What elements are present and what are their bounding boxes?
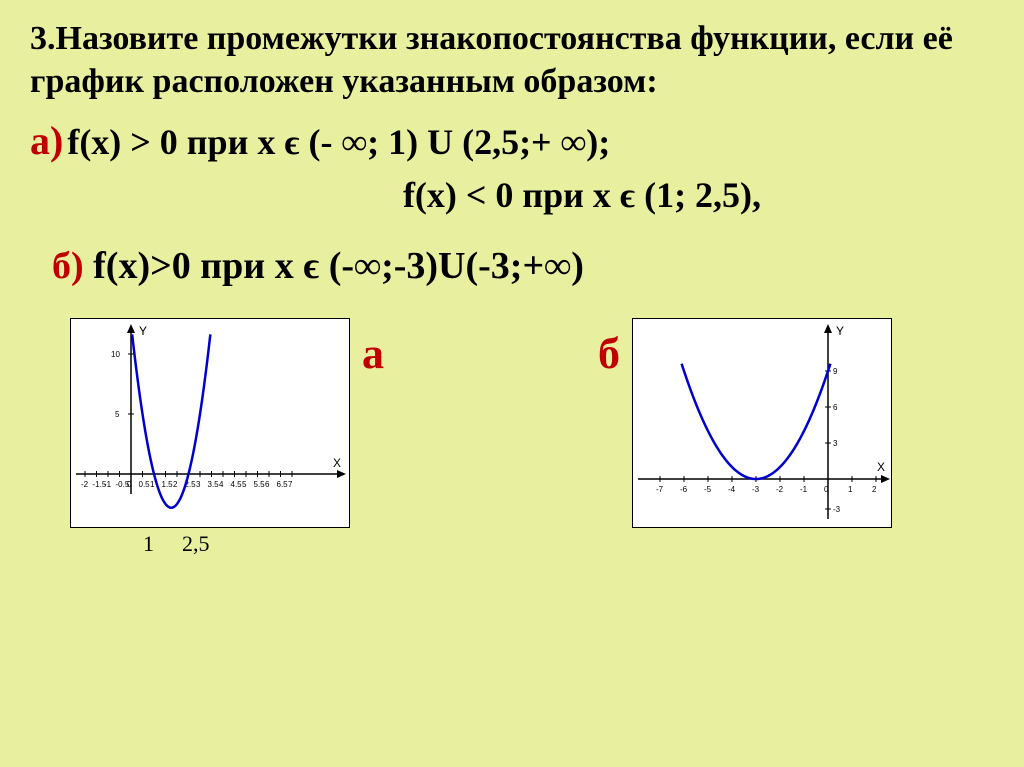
chart-b: Y X -3 3 6 9 -7 -6 -5 -4 -3 -2 -1 0 1 2: [632, 318, 892, 528]
answer-b-line: б) f(x)>0 при х ϵ (-∞;-3)U(-3;+∞): [52, 244, 994, 288]
svg-text:-4: -4: [728, 485, 736, 494]
svg-text:6: 6: [265, 480, 270, 489]
chart-b-svg: Y X -3 3 6 9 -7 -6 -5 -4 -3 -2 -1 0 1 2: [633, 319, 893, 529]
answer-a-line2: f(x) < 0 при х ϵ (1; 2,5),: [30, 174, 994, 216]
svg-text:9: 9: [833, 367, 838, 376]
parabola-b: [682, 364, 831, 479]
svg-text:4: 4: [219, 480, 224, 489]
svg-text:0: 0: [824, 485, 829, 494]
chart-a-block: Y X 5 10 -2-1.5-1-0.500.511.522.533.544.…: [70, 318, 396, 528]
root-label-1: 1: [143, 531, 154, 557]
svg-text:2: 2: [173, 480, 178, 489]
x-axis-label-b: X: [877, 460, 885, 474]
svg-text:-7: -7: [656, 485, 664, 494]
svg-text:-3: -3: [752, 485, 760, 494]
svg-text:6.5: 6.5: [277, 480, 289, 489]
svg-text:7: 7: [288, 480, 293, 489]
slide: 3.Назовите промежутки знакопостоянства ф…: [0, 0, 1024, 767]
svg-text:-5: -5: [704, 485, 712, 494]
y-axis-label-a: Y: [139, 324, 147, 338]
chart-a: Y X 5 10 -2-1.5-1-0.500.511.522.533.544.…: [70, 318, 350, 528]
question-title: 3.Назовите промежутки знакопостоянства ф…: [30, 18, 994, 103]
svg-text:-6: -6: [680, 485, 688, 494]
svg-text:1.5: 1.5: [162, 480, 174, 489]
svg-text:6: 6: [833, 403, 838, 412]
charts-row: Y X 5 10 -2-1.5-1-0.500.511.522.533.544.…: [30, 318, 994, 528]
svg-text:-2: -2: [81, 480, 89, 489]
svg-text:2: 2: [872, 485, 877, 494]
answer-b-text: f(x)>0 при х ϵ (-∞;-3)U(-3;+∞): [84, 245, 584, 287]
chart-a-label: а: [362, 328, 384, 379]
svg-text:-3: -3: [833, 505, 841, 514]
chart-b-block: б Y X -3 3 6 9 -7 -6 -5 -4 -3 -2 -1: [586, 318, 892, 528]
svg-text:-2: -2: [776, 485, 784, 494]
svg-text:10: 10: [111, 350, 120, 359]
svg-text:5: 5: [115, 410, 120, 419]
svg-text:4.5: 4.5: [231, 480, 243, 489]
svg-text:1: 1: [848, 485, 853, 494]
svg-text:3: 3: [196, 480, 201, 489]
svg-text:0: 0: [127, 480, 132, 489]
x-axis-label-a: X: [333, 456, 341, 470]
svg-text:-1: -1: [800, 485, 808, 494]
svg-text:3: 3: [833, 439, 838, 448]
answer-a-text: f(x) > 0 при х ϵ (- ∞; 1) U (2,5;+ ∞);: [67, 122, 610, 162]
chart-b-label: б: [598, 328, 620, 379]
svg-text:0.5: 0.5: [139, 480, 151, 489]
svg-text:1: 1: [150, 480, 155, 489]
svg-text:5.5: 5.5: [254, 480, 266, 489]
svg-text:3.5: 3.5: [208, 480, 220, 489]
answer-a-line1: а)f(x) > 0 при х ϵ (- ∞; 1) U (2,5;+ ∞);: [30, 117, 994, 164]
marker-b: б): [52, 245, 84, 287]
svg-text:5: 5: [242, 480, 247, 489]
y-axis-label-b: Y: [836, 324, 844, 338]
root-label-2: 2,5: [182, 531, 210, 557]
marker-a: а): [30, 118, 63, 163]
svg-text:-1: -1: [104, 480, 112, 489]
x-root-labels: 1 2,5: [71, 531, 349, 557]
chart-a-svg: Y X 5 10 -2-1.5-1-0.500.511.522.533.544.…: [71, 319, 351, 529]
